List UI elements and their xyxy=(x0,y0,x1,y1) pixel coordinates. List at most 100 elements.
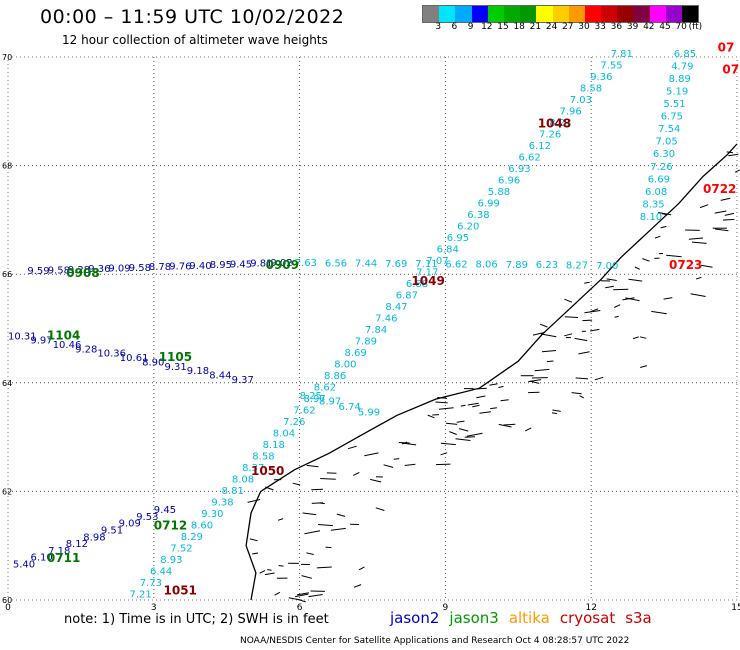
coast-fragment xyxy=(456,420,465,423)
wave-height-label: 8.95 xyxy=(210,260,232,271)
coast-fragment xyxy=(498,423,512,428)
coast-fragment xyxy=(658,212,672,216)
wave-height-label: 8.23 xyxy=(549,118,571,129)
wave-height-label: 9.31 xyxy=(165,362,187,373)
coast-fragment xyxy=(734,169,740,173)
wave-height-label: 7.07 xyxy=(426,256,448,267)
color-swatch xyxy=(649,6,666,22)
coast-fragment xyxy=(304,530,321,535)
satellite-cryosat: cryosat xyxy=(559,609,616,627)
coast-fragment xyxy=(590,328,600,332)
wave-height-label: 8.98 xyxy=(83,532,105,543)
coast-fragment xyxy=(278,565,284,567)
coast-fragment xyxy=(688,237,704,240)
coast-fragment xyxy=(370,478,382,483)
coast-fragment xyxy=(288,597,302,601)
longitude-label: 6 xyxy=(297,603,303,613)
coast-fragment xyxy=(466,432,483,437)
wave-height-label: 8.27 xyxy=(566,261,588,272)
longitude-label: 0 xyxy=(5,603,11,613)
coast-fragment xyxy=(277,518,284,521)
longitude-label: 12 xyxy=(585,603,596,613)
coast-fragment xyxy=(320,478,336,480)
latitude-label: 66 xyxy=(2,270,12,279)
coast-fragment xyxy=(316,566,332,569)
coast-fragment xyxy=(691,241,707,244)
coast-fragment xyxy=(479,411,491,414)
coast-fragment xyxy=(292,482,301,486)
wave-height-label: 8.58 xyxy=(580,84,602,95)
color-swatch xyxy=(455,6,472,22)
color-swatch xyxy=(584,6,602,22)
wave-height-label: 5.51 xyxy=(663,99,685,110)
track-id: 1105 xyxy=(159,350,192,364)
wave-height-label: 9.18 xyxy=(187,366,209,377)
latitude-label: 68 xyxy=(2,162,12,171)
coast-fragment xyxy=(325,546,332,549)
coast-fragment xyxy=(330,527,346,531)
wave-height-label: 7.26 xyxy=(650,162,672,173)
wave-height-label: 6.99 xyxy=(478,198,500,209)
wave-height-label: 7.54 xyxy=(658,124,680,135)
wave-height-label: 6.88 xyxy=(406,279,428,290)
track-id: 0909 xyxy=(266,258,299,272)
wave-height-label: 8.60 xyxy=(191,520,213,531)
coast-line xyxy=(245,143,738,601)
wave-height-label: 6.08 xyxy=(645,187,667,198)
coastline xyxy=(245,143,740,603)
color-scale-bar xyxy=(422,5,700,23)
coast-fragment xyxy=(661,213,668,216)
color-scale-label: 24 xyxy=(545,22,558,32)
coast-fragment xyxy=(651,310,667,315)
wave-height-label: 7.26 xyxy=(539,130,561,141)
wave-height-label: 8.89 xyxy=(669,74,691,85)
wave-height-label: 9.58 xyxy=(129,263,151,274)
color-swatch xyxy=(503,6,521,22)
wave-height-label: 10.31 xyxy=(8,331,37,342)
color-swatch xyxy=(552,6,569,22)
coast-fragment xyxy=(724,212,735,216)
color-swatch xyxy=(682,6,699,22)
footnote: note: 1) Time is in UTC; 2) SWH is in fe… xyxy=(64,612,329,627)
track-id: 1048 xyxy=(538,117,571,131)
coast-fragment xyxy=(564,333,573,337)
wave-height-label: 7.46 xyxy=(375,313,397,324)
coast-fragment xyxy=(472,387,487,390)
color-scale-label: 33 xyxy=(594,22,606,32)
wave-height-label: 7.96 xyxy=(560,107,582,118)
coast-fragment xyxy=(574,337,588,342)
track-id: 0908 xyxy=(66,266,99,280)
wave-height-label: 7.89 xyxy=(506,260,528,271)
coast-fragment xyxy=(582,319,593,322)
track-id: 0722 xyxy=(703,182,736,196)
track-id: 0722 xyxy=(722,62,740,76)
coast-fragment xyxy=(296,592,309,596)
wave-height-label: 10.46 xyxy=(53,340,82,351)
wave-height-label: 8.08 xyxy=(232,474,254,485)
latitude-label: 62 xyxy=(2,487,12,496)
color-scale-label: 27 xyxy=(562,22,574,32)
wave-height-label: 9.45 xyxy=(154,505,176,516)
coast-fragment xyxy=(393,458,400,460)
color-scale-label: 42 xyxy=(643,22,655,32)
coast-fragment xyxy=(336,513,346,517)
wave-height-label: 7.00 xyxy=(596,261,618,272)
wave-height-label: 9.28 xyxy=(75,344,97,355)
wave-height-label: 6.84 xyxy=(437,244,459,255)
wave-height-label: 6.75 xyxy=(661,112,683,123)
coast-fragment xyxy=(458,428,469,432)
wave-height-label: 7.55 xyxy=(600,61,622,72)
satellite-legend: jason2 jason3 altika cryosat s3a xyxy=(390,609,652,627)
wave-height-label: 9.37 xyxy=(232,375,254,386)
longitude-labels: 0 3 6 9 12 15 xyxy=(5,603,740,613)
coast-fragment xyxy=(311,488,323,491)
coast-fragment xyxy=(663,297,673,300)
coast-fragment xyxy=(551,412,558,415)
coast-fragment xyxy=(435,401,448,404)
color-swatch xyxy=(471,6,488,22)
graticule xyxy=(7,56,738,601)
latitude-label: 70 xyxy=(2,53,12,62)
coast-fragment xyxy=(613,304,621,308)
coast-fragment xyxy=(594,376,604,381)
